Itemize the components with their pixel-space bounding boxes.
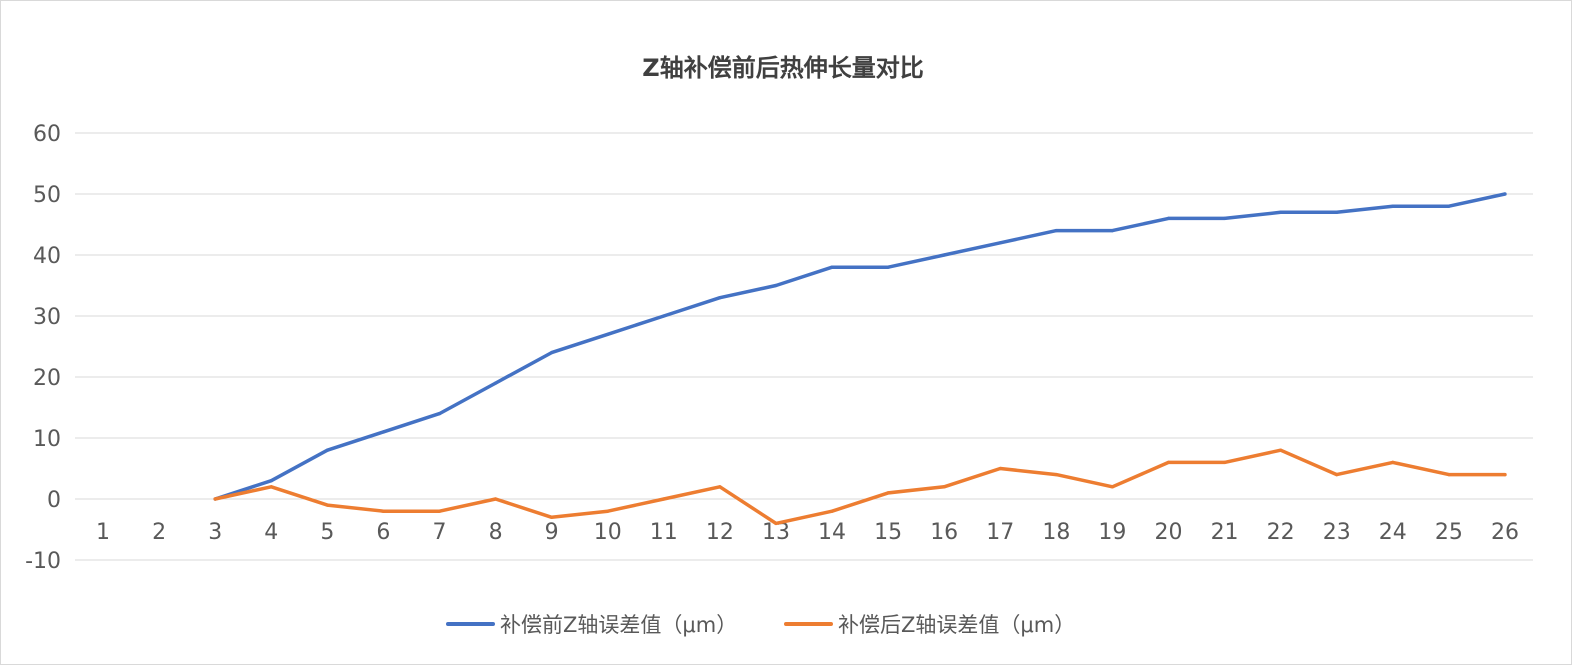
x-tick-label: 4	[264, 520, 278, 545]
data-point	[1503, 192, 1507, 196]
y-tick-label: 60	[33, 122, 61, 147]
series-line	[213, 192, 1507, 501]
data-point	[998, 241, 1002, 245]
y-tick-label: 10	[33, 427, 61, 452]
x-tick-label: 25	[1435, 520, 1463, 545]
data-point	[550, 351, 554, 355]
x-tick-label: 2	[152, 520, 166, 545]
data-point	[606, 509, 610, 513]
data-point	[1054, 229, 1058, 233]
x-tick-label: 12	[706, 520, 734, 545]
data-point	[437, 509, 442, 513]
data-point	[381, 430, 386, 434]
data-point	[1279, 448, 1283, 452]
x-tick-label: 14	[818, 520, 846, 545]
data-point	[718, 485, 722, 489]
data-point	[718, 296, 722, 300]
series-group	[213, 192, 1507, 501]
data-point	[1391, 460, 1395, 464]
x-tick-label: 1	[96, 520, 110, 545]
x-tick-label: 7	[433, 520, 447, 545]
data-point	[942, 253, 946, 257]
x-tick-label: 5	[320, 520, 334, 545]
data-point	[1054, 473, 1058, 477]
data-point	[381, 509, 386, 513]
data-point	[1110, 485, 1115, 489]
x-tick-label: 11	[650, 520, 678, 545]
data-point	[998, 466, 1002, 471]
x-tick-label: 22	[1267, 520, 1295, 545]
y-tick-label: 40	[33, 244, 61, 269]
series-lines	[213, 192, 1507, 526]
y-tick-label: -10	[25, 549, 61, 574]
data-point	[774, 283, 778, 288]
data-point	[774, 521, 778, 526]
data-point	[1166, 216, 1171, 220]
y-axis-ticks: -10 0 10 20 30 40 50 60	[25, 122, 61, 574]
data-point	[662, 314, 666, 318]
data-point	[493, 381, 498, 385]
x-axis-ticks: 1 2 3 4 5 6 7 8 9 10 11 12 13 14 15 16 17 18 19 20 21 22 23 24 2…	[96, 520, 1519, 545]
x-tick-label: 15	[874, 520, 902, 545]
y-tick-label: 30	[33, 305, 61, 330]
y-tick-label: 0	[47, 488, 61, 513]
data-point	[325, 448, 329, 452]
x-tick-label: 10	[594, 520, 622, 545]
data-point	[1335, 473, 1339, 477]
data-point	[1447, 204, 1451, 208]
data-point	[269, 485, 273, 489]
data-point	[942, 485, 946, 489]
data-point	[886, 491, 890, 495]
x-tick-label: 20	[1155, 520, 1183, 545]
x-tick-label: 6	[376, 520, 390, 545]
data-point	[550, 515, 554, 519]
data-point	[493, 497, 498, 501]
x-tick-label: 9	[545, 520, 559, 545]
x-tick-label: 17	[986, 520, 1014, 545]
data-point	[1503, 473, 1507, 477]
x-tick-label: 8	[489, 520, 503, 545]
x-tick-label: 24	[1379, 520, 1407, 545]
x-tick-label: 19	[1098, 520, 1126, 545]
legend-label: 补偿前Z轴误差值（μm）	[500, 613, 737, 637]
data-point	[1222, 460, 1227, 464]
data-point	[1279, 210, 1283, 214]
y-tick-label: 50	[33, 183, 61, 208]
data-point	[1447, 473, 1451, 477]
legend: 补偿前Z轴误差值（μm） 补偿后Z轴误差值（μm）	[446, 613, 1075, 637]
y-tick-label: 20	[33, 366, 61, 391]
x-tick-label: 16	[930, 520, 958, 545]
x-tick-label: 26	[1491, 520, 1519, 545]
chart-title: Z轴补偿前后热伸长量对比	[642, 54, 923, 82]
data-point	[606, 332, 610, 336]
data-point	[830, 509, 834, 513]
data-point	[1110, 229, 1115, 233]
data-point	[1166, 460, 1171, 464]
data-point	[437, 412, 442, 416]
data-point	[325, 503, 329, 507]
data-point	[1391, 204, 1395, 208]
x-tick-label: 18	[1042, 520, 1070, 545]
data-point	[269, 479, 273, 483]
data-point	[1335, 210, 1339, 214]
data-point	[886, 265, 890, 269]
series-group	[213, 448, 1507, 526]
legend-label: 补偿后Z轴误差值（μm）	[838, 613, 1075, 637]
series-line	[213, 448, 1507, 526]
x-tick-label: 23	[1323, 520, 1351, 545]
data-point	[830, 265, 834, 269]
x-tick-label: 21	[1211, 520, 1239, 545]
data-point	[1222, 216, 1227, 220]
data-point	[662, 497, 666, 501]
data-point	[213, 497, 217, 501]
x-tick-label: 3	[208, 520, 222, 545]
gridlines	[75, 132, 1533, 561]
